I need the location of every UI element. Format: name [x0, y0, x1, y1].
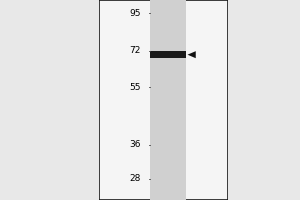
Bar [99, 0, 228, 200]
Bar [0, 0, 99, 200]
Bar [228, 0, 300, 200]
Polygon shape [188, 51, 196, 58]
Text: 28: 28 [130, 174, 141, 183]
Bar [150, 51, 186, 58]
Text: 95: 95 [130, 9, 141, 18]
Text: 36: 36 [130, 140, 141, 149]
Text: 55: 55 [130, 83, 141, 92]
Bar [150, 0, 186, 200]
Text: 72: 72 [130, 46, 141, 55]
